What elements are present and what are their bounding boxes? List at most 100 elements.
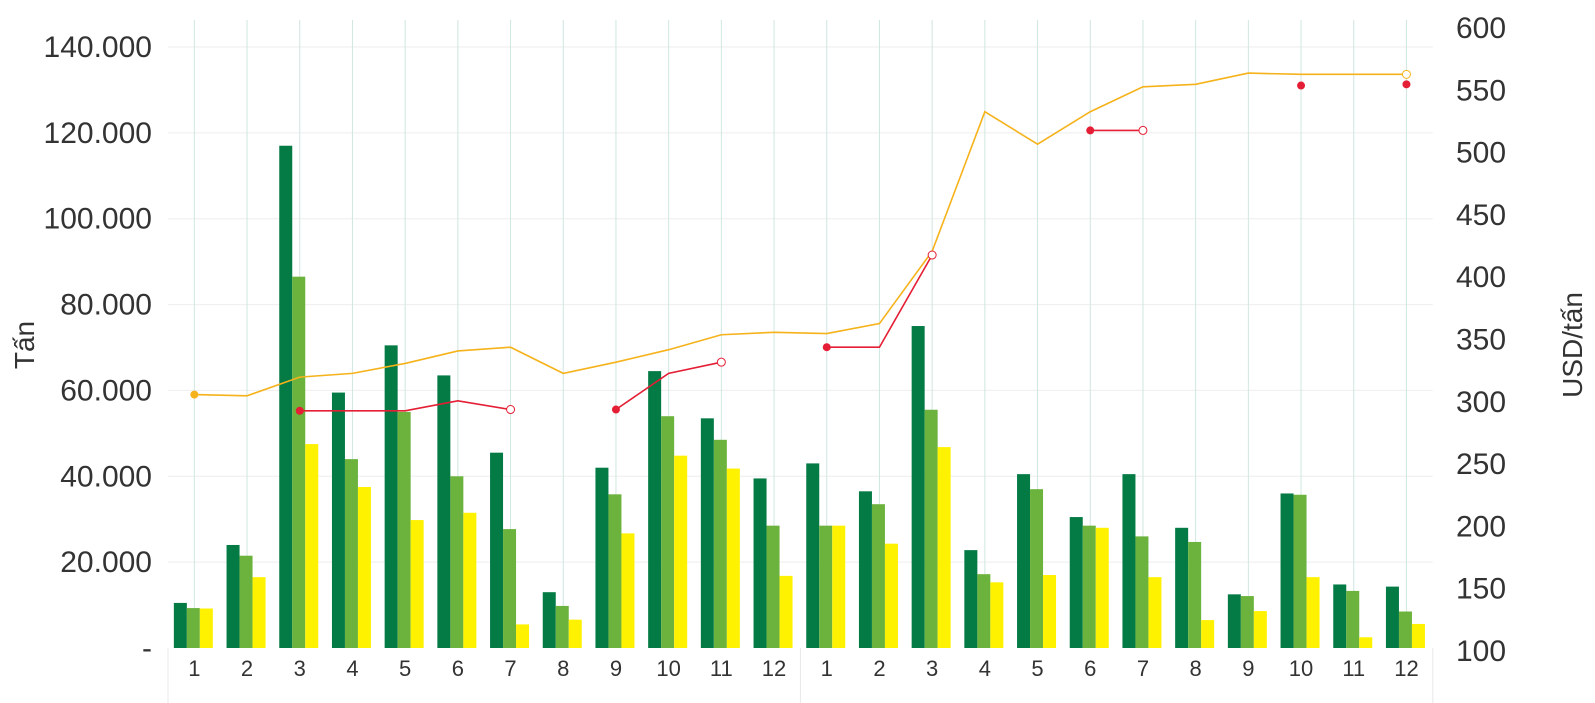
y-tick-label-left: 40.000: [60, 460, 152, 493]
bar: [173, 602, 187, 648]
bar: [384, 345, 398, 648]
x-tick-label: 7: [504, 656, 516, 681]
x-tick-label: 1: [821, 656, 833, 681]
x-tick-label: 5: [399, 656, 411, 681]
bar: [884, 543, 898, 648]
x-tick-label: 9: [610, 656, 622, 681]
bar: [1122, 474, 1136, 648]
bar: [713, 439, 727, 648]
line-end-marker: [716, 357, 726, 367]
series-line: [299, 399, 511, 412]
x-tick-label: 11: [710, 656, 733, 681]
y-tick-label-left: -: [142, 632, 152, 665]
bar: [595, 467, 609, 648]
bar: [1359, 637, 1373, 648]
y-axis-title-right: USD/tấn: [1557, 292, 1588, 398]
bar: [542, 592, 556, 648]
bar: [1095, 527, 1109, 648]
lines: [194, 72, 1407, 412]
y-tick-label-left: 100.000: [44, 203, 152, 236]
bar: [990, 582, 1004, 648]
bar: [226, 544, 240, 648]
bar: [239, 555, 253, 648]
line-end-marker: [506, 405, 516, 415]
x-tick-label: 3: [926, 656, 938, 681]
bar: [1385, 586, 1399, 648]
x-tick-label: 7: [1137, 656, 1149, 681]
bar: [1069, 517, 1083, 648]
bar: [753, 478, 767, 648]
bar: [871, 504, 885, 648]
y-tick-label-right: 400: [1456, 261, 1506, 294]
bar: [1346, 590, 1360, 648]
y-tick-label-right: 600: [1456, 12, 1506, 45]
bar: [1201, 620, 1215, 648]
bar: [937, 447, 951, 648]
x-tick-label: 6: [452, 656, 464, 681]
line-start-marker: [822, 343, 831, 352]
series-line: [826, 254, 933, 349]
y-tick-label-right: 450: [1456, 199, 1506, 232]
line-start-marker: [611, 405, 620, 414]
bar: [463, 512, 477, 648]
y-tick-label-right: 550: [1456, 74, 1506, 107]
bar: [410, 520, 424, 648]
bar: [1148, 577, 1162, 648]
x-tick-label: 12: [1394, 656, 1418, 681]
bar: [1082, 525, 1096, 648]
bar: [1030, 489, 1044, 648]
x-tick-label: 8: [1190, 656, 1202, 681]
bar: [344, 459, 358, 648]
bar: [924, 409, 938, 648]
bar: [1227, 594, 1241, 648]
bar: [1333, 584, 1347, 648]
x-tick-label: 2: [241, 656, 253, 681]
bar: [766, 525, 780, 648]
bar: [819, 525, 833, 648]
line-start-marker: [190, 390, 199, 399]
y-tick-label-right: 150: [1456, 573, 1506, 606]
bars: [173, 145, 1425, 648]
y-tick-label-right: 250: [1456, 448, 1506, 481]
line-end-marker: [1401, 69, 1411, 79]
line-end-marker: [1138, 125, 1148, 135]
bar: [832, 525, 846, 648]
x-tick-label: 10: [656, 656, 680, 681]
x-tick-label: 12: [762, 656, 786, 681]
bar: [1411, 623, 1425, 648]
bar: [1017, 474, 1031, 648]
bar: [503, 529, 517, 648]
bar: [661, 416, 675, 648]
bar: [806, 463, 820, 648]
bar: [726, 468, 740, 648]
bar: [437, 375, 451, 648]
bar: [490, 452, 504, 648]
x-tick-label: 1: [188, 656, 200, 681]
x-axis: 1 2 3 4 5 6 7 8 9 10 11 12 1 2 3 4 5 6 7 8 9 10 11 12: [167, 648, 1434, 703]
bar: [252, 577, 266, 648]
x-tick-label: 5: [1031, 656, 1043, 681]
bar: [1398, 611, 1412, 648]
bar: [648, 371, 662, 648]
x-tick-label: 3: [294, 656, 306, 681]
y-tick-label-right: 300: [1456, 386, 1506, 419]
bar: [1240, 596, 1254, 648]
bar: [1293, 494, 1307, 648]
bar: [911, 326, 925, 648]
bar: [357, 487, 371, 648]
x-tick-label: 2: [873, 656, 885, 681]
bar: [450, 476, 464, 648]
bar: [568, 619, 582, 648]
y-tick-label-right: 350: [1456, 324, 1506, 357]
y-tick-label-left: 120.000: [44, 117, 152, 150]
line-end-marker: [927, 250, 937, 260]
bar: [1253, 611, 1267, 648]
y-tick-label-right: 100: [1456, 635, 1506, 668]
y-axis-right: 100 150 200 250 300 350 400 450 500 550 600: [1456, 12, 1506, 668]
y-tick-label-right: 200: [1456, 510, 1506, 543]
bar: [977, 574, 991, 648]
y-axis-left: - 20.000 40.000 60.000 80.000 100.000 120.000 1…: [44, 31, 152, 665]
y-tick-label-left: 20.000: [60, 546, 152, 579]
x-tick-label: 4: [346, 656, 358, 681]
